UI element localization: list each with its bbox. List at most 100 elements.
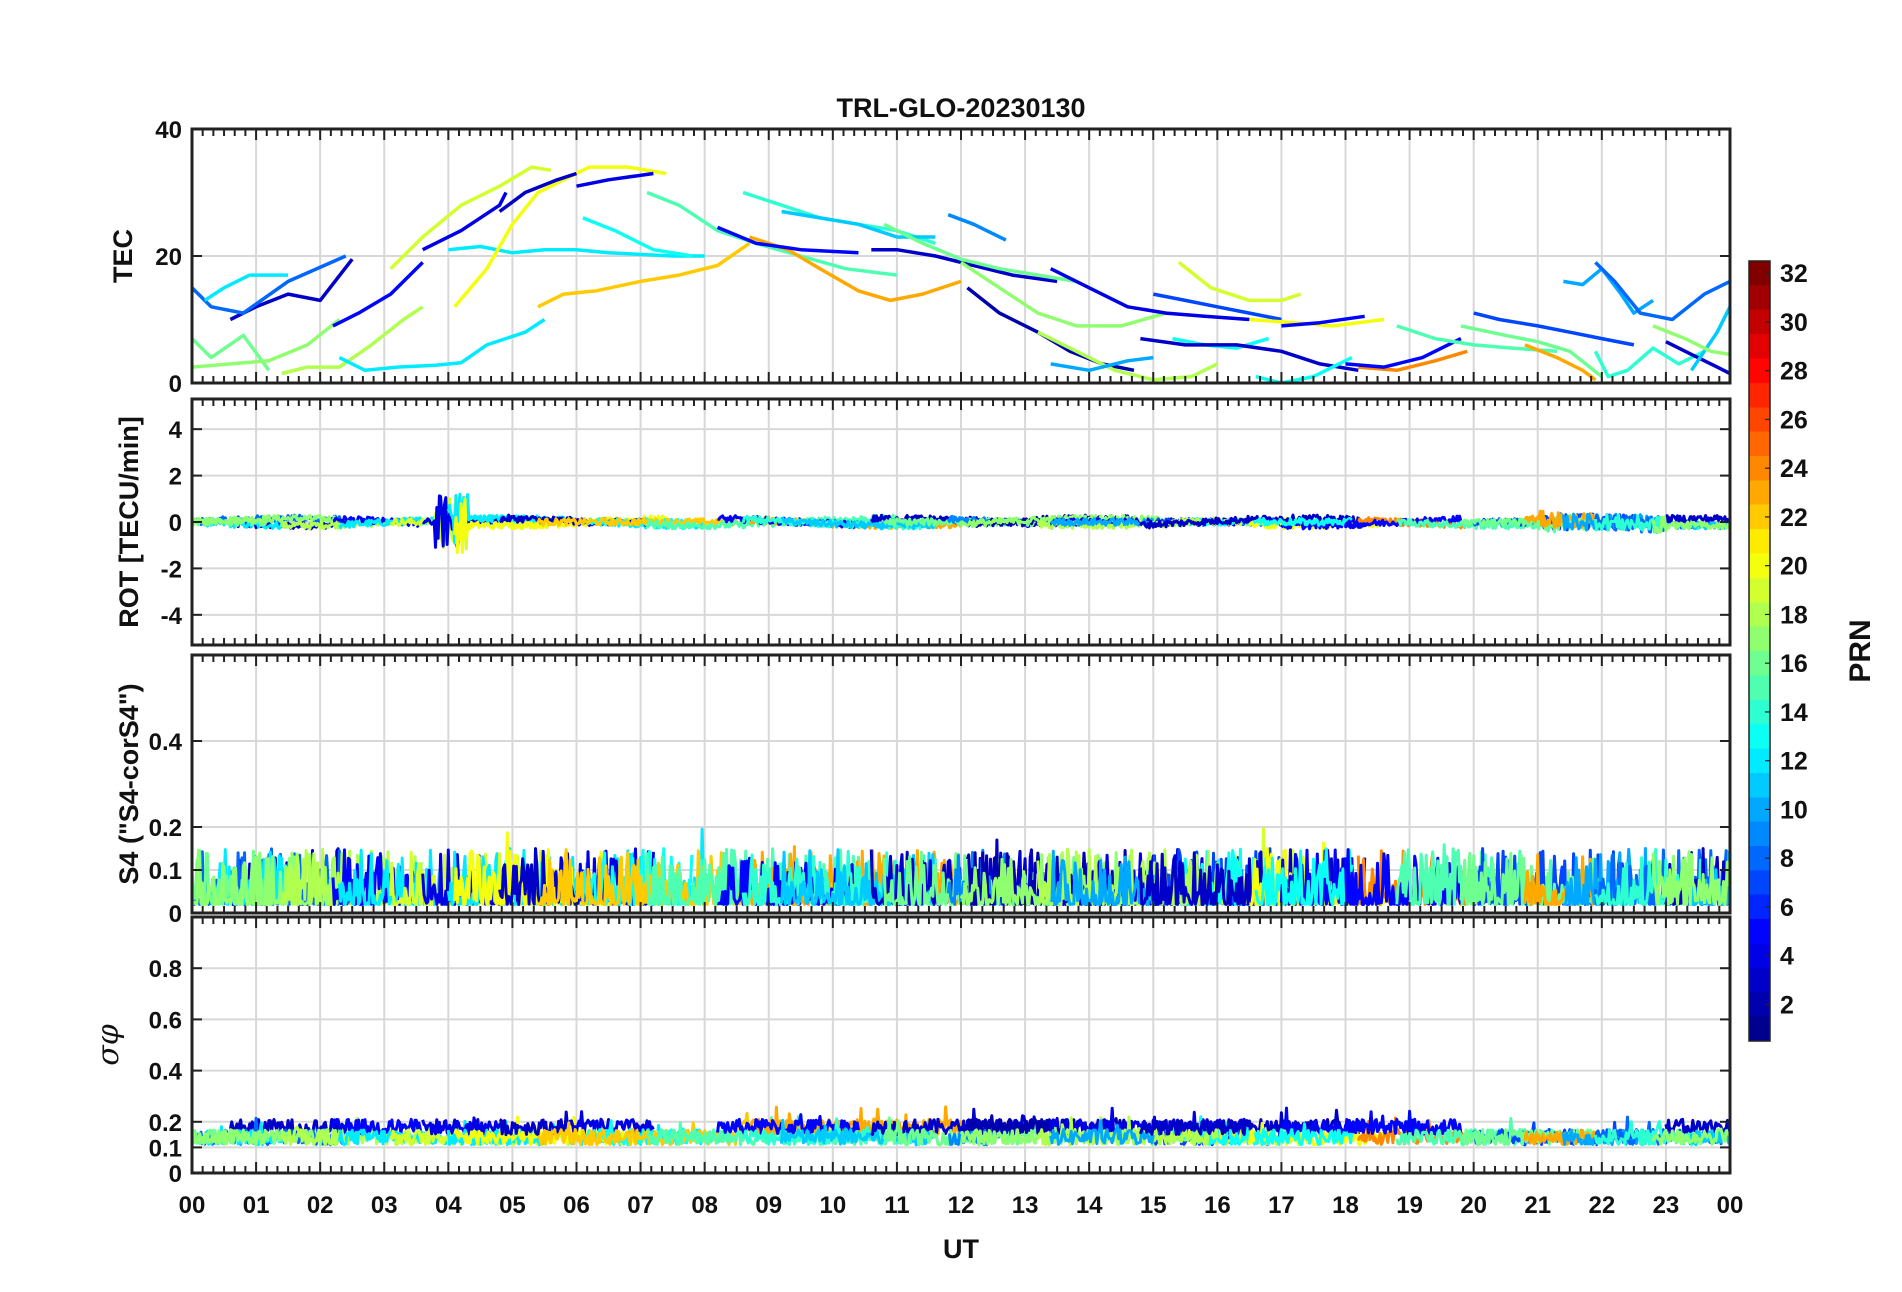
y-tick-label: -4: [161, 603, 183, 630]
series-line-prn-10: [1049, 1119, 1155, 1146]
series-line-prn-17: [1652, 324, 1730, 357]
x-axis-tick-labels: 00 01 02 03 04 05 06 07 08 09 10 11 12 13 14 15 16 17 18 19…: [179, 1192, 1744, 1219]
y-axis-label: TEC: [108, 229, 138, 283]
colorbar-tick-label: 6: [1780, 894, 1794, 922]
colorbar-tick-label: 26: [1780, 406, 1808, 434]
colorbar-tick-label: 4: [1780, 943, 1794, 971]
series-line-prn-17: [1651, 850, 1730, 906]
series-line-prn-5: [331, 848, 423, 906]
colorbar-tick-label: 20: [1780, 553, 1808, 581]
series-line-prn-10: [1050, 355, 1154, 373]
series-line-prn-11: [781, 516, 937, 531]
series-line-prn-8: [192, 254, 347, 315]
tick-marks: [191, 129, 1731, 383]
series-line-prn-17: [192, 318, 341, 369]
colorbar-tick-label: 18: [1780, 601, 1808, 629]
colorbar-tick-label: 30: [1780, 309, 1808, 337]
x-tick-label: 17: [1268, 1192, 1295, 1219]
series-line-prn-3: [1664, 514, 1730, 524]
series-line-prn-16: [1460, 324, 1603, 378]
series-line-prn-17: [1651, 515, 1730, 534]
x-tick-label: 22: [1588, 1192, 1615, 1219]
series-line-prn-22: [536, 517, 751, 527]
y-tick-label: 0: [169, 371, 182, 398]
series-line-prn-24: [1358, 349, 1468, 373]
series-line-prn-5: [1281, 314, 1365, 328]
series-line-prn-3: [228, 1117, 353, 1137]
series-line-prn-4: [576, 171, 654, 188]
series-line-prn-11: [1690, 306, 1730, 372]
series-line-prn-16: [192, 333, 271, 372]
series-line-prn-17: [960, 260, 1167, 328]
series-line-prn-13: [582, 216, 693, 258]
series-line-prn-3: [1665, 340, 1730, 376]
x-tick-label: 11: [884, 1192, 909, 1219]
series-line-prn-19: [1177, 261, 1302, 303]
y-tick-label: 0: [169, 1161, 182, 1188]
x-tick-label: 10: [819, 1192, 846, 1219]
y-tick-label: 0.6: [149, 1007, 182, 1034]
colorbar-tick-label: 32: [1780, 260, 1808, 288]
series-line-prn-18: [1036, 1115, 1219, 1147]
series-line-prn-23: [1523, 509, 1597, 531]
y-axis-label: σφ: [91, 1024, 126, 1065]
x-tick-label: 15: [1140, 1192, 1167, 1219]
series-line-prn-13: [1255, 356, 1353, 383]
x-tick-label: 04: [435, 1192, 462, 1219]
series-line-prn-12: [203, 273, 289, 302]
x-tick-label: 07: [627, 1192, 654, 1219]
y-tick-label: -2: [161, 556, 182, 583]
x-tick-label: 00: [1717, 1192, 1744, 1219]
series-line-prn-13: [1254, 847, 1354, 906]
series-line-prn-19: [389, 165, 552, 270]
chart-title: TRL-GLO-20230130: [836, 93, 1085, 123]
x-tick-label: 05: [499, 1192, 526, 1219]
x-tick-label: 06: [563, 1192, 590, 1219]
series-line-prn-10: [1049, 517, 1155, 527]
tick-marks: [191, 655, 1731, 913]
panel-sigma_phi: 00.10.2 0.4 0.6 0.8 σφ: [91, 915, 1732, 1188]
y-axis-label: ROT [TECU/min]: [114, 416, 144, 627]
x-tick-label: 09: [755, 1192, 782, 1219]
x-tick-label: 02: [307, 1192, 334, 1219]
series-line-prn-3: [871, 247, 1058, 284]
y-tick-label: 20: [155, 244, 182, 271]
series-line-prn-5: [716, 225, 859, 255]
colorbar-tick-label: 16: [1780, 650, 1808, 678]
panel-s4: 0 0.1 0.2 0.4S4 ("S4-corS4"): [114, 653, 1732, 928]
tick-marks: [191, 917, 1731, 1173]
series-line-prn-18: [1037, 330, 1219, 382]
colorbar-label: PRN: [1844, 619, 1877, 682]
x-tick-label: 13: [1012, 1192, 1039, 1219]
y-tick-label: 0: [169, 901, 182, 928]
y-tick-label: 0.2: [149, 1110, 182, 1137]
y-tick-label: 0.1: [149, 858, 182, 885]
colorbar-tick-label: 14: [1780, 699, 1808, 727]
x-tick-label: 01: [243, 1192, 270, 1219]
y-tick-label: 2: [169, 464, 182, 491]
series-line-prn-23: [1524, 343, 1597, 382]
series-line-prn-20: [453, 165, 667, 308]
panel-tec: 0 20 40 TEC: [108, 117, 1732, 398]
series-line-prn-4: [1049, 267, 1250, 322]
y-tick-label: 0.8: [149, 956, 182, 983]
series-line-prn-17: [192, 513, 340, 527]
x-tick-label: 20: [1460, 1192, 1487, 1219]
tick-marks: [191, 399, 1731, 645]
series-line-prn-5: [1344, 848, 1463, 906]
colorbar-gradient: [1748, 260, 1771, 1042]
series-line-prn-23: [1523, 1129, 1597, 1146]
series-line-prn-8: [1594, 261, 1730, 322]
series-line-prn-22: [537, 241, 751, 309]
x-tick-label: 00: [179, 1192, 206, 1219]
series-line-prn-23: [748, 235, 962, 303]
x-tick-label: 18: [1332, 1192, 1359, 1219]
series-line-prn-5: [332, 261, 424, 328]
series-line-prn-17: [1651, 1127, 1730, 1146]
series-line-prn-5: [717, 856, 860, 906]
x-axis-label: UT: [943, 1234, 979, 1264]
series-line-prn-15: [1396, 324, 1558, 354]
y-tick-label: 0.4: [149, 729, 183, 756]
